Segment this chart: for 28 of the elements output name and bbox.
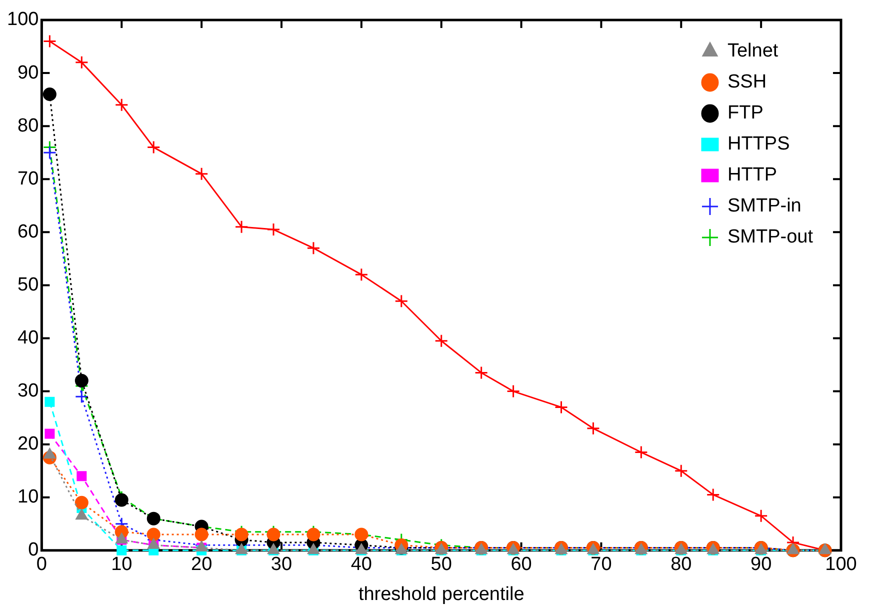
x-tick-label: 100: [825, 554, 857, 576]
x-tick-label: 10: [111, 554, 132, 576]
legend-label: SMTP-out: [727, 226, 814, 248]
x-axis-title: threshold percentile: [358, 584, 524, 605]
legend-label: SMTP-in: [727, 196, 802, 217]
y-tick-label: 40: [18, 327, 39, 348]
x-tick-label: 50: [430, 554, 452, 576]
legend-label: FTP: [727, 102, 764, 124]
legend-label: Telnet: [727, 40, 779, 62]
x-tick-label: 70: [590, 554, 612, 576]
x-tick-label: 40: [350, 554, 372, 576]
x-tick-label: 80: [670, 554, 692, 576]
y-tick-label: 100: [7, 9, 39, 30]
legend-label: HTTP: [727, 164, 778, 186]
y-tick-label: 90: [18, 62, 39, 84]
y-tick-label: 10: [18, 486, 39, 508]
y-tick-label: 80: [18, 115, 39, 136]
y-tick-label: 30: [18, 380, 39, 402]
y-tick-label: 60: [18, 221, 39, 242]
x-tick-label: 20: [190, 554, 212, 576]
legend-label: SSH: [727, 72, 767, 93]
legend-label: HTTPS: [727, 134, 790, 155]
y-tick-label: 50: [18, 274, 39, 296]
y-tick-label: 20: [18, 434, 39, 455]
y-tick-label: 70: [18, 168, 39, 190]
x-tick-label: 90: [750, 554, 772, 576]
x-tick-label: 30: [270, 554, 292, 576]
x-tick-label: 60: [510, 554, 532, 576]
